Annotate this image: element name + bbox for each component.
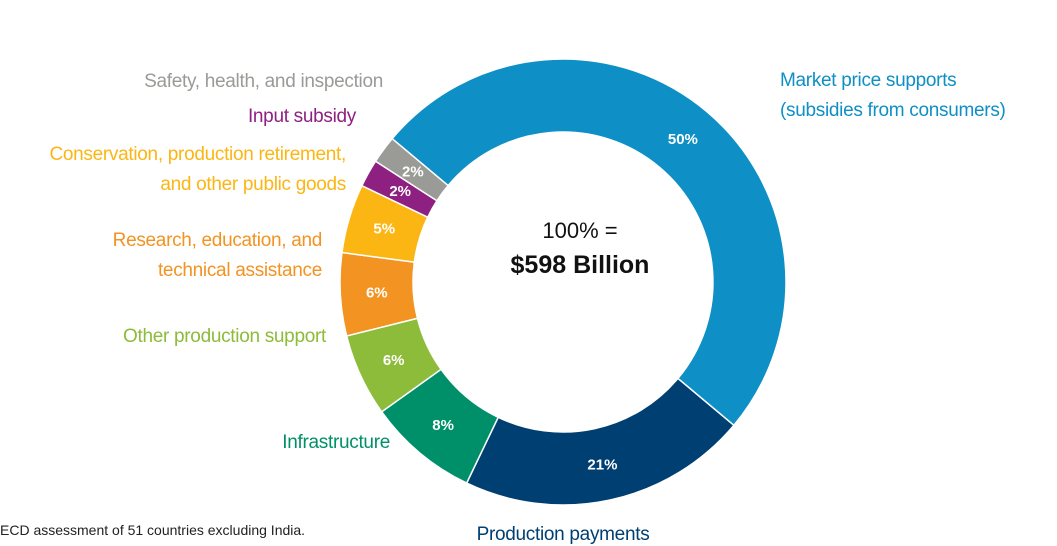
- value-label: 2%: [402, 163, 424, 180]
- value-label: 8%: [432, 417, 454, 434]
- value-label: 6%: [366, 284, 388, 301]
- slice-label: Production payments: [476, 524, 650, 545]
- slice-label: Infrastructure: [282, 432, 390, 453]
- slice-label: Research, education, and technical assis…: [112, 230, 323, 281]
- slice-label: Input subsidy: [247, 106, 356, 127]
- slice-label: Market price supports (subsidies from co…: [780, 70, 1006, 121]
- slice-label: Other production support: [123, 326, 326, 347]
- footnote: ECD assessment of 51 countries excluding…: [0, 522, 306, 538]
- center-value: $598 Billion: [511, 251, 650, 279]
- center-label: 100% =: [542, 218, 617, 243]
- value-label: 50%: [668, 131, 698, 148]
- value-label: 5%: [373, 221, 395, 238]
- value-label: 2%: [389, 183, 411, 200]
- value-label: 6%: [383, 352, 405, 369]
- slice-label: Safety, health, and inspection: [144, 71, 383, 92]
- donut-slice: [374, 137, 450, 202]
- value-label: 21%: [587, 456, 617, 473]
- donut-slice: [391, 58, 787, 427]
- donut-slice: [465, 377, 735, 506]
- slice-label: Conservation, production retirement, and…: [49, 144, 346, 195]
